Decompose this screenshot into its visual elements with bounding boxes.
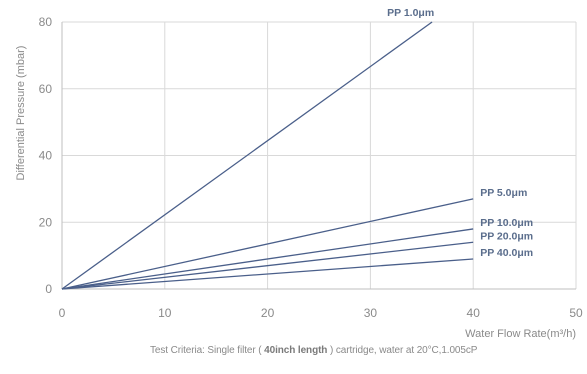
series-label: PP 20.0μm: [480, 230, 533, 242]
series-label: PP 1.0μm: [387, 7, 434, 19]
series-line: [61, 258, 474, 290]
x-tick-label: 10: [158, 306, 172, 320]
grid: [61, 21, 577, 290]
series-label: PP 10.0μm: [480, 217, 533, 229]
criteria-suffix: ) cartridge, water at 20°C,1.005cP: [327, 345, 478, 356]
x-tick-label: 0: [59, 306, 66, 320]
y-tick-label: 40: [39, 149, 53, 163]
x-axis-label: Water Flow Rate(m³/h): [465, 328, 576, 340]
x-tick-label: 30: [364, 306, 378, 320]
criteria-prefix: Test Criteria: Single filter (: [150, 345, 265, 356]
y-axis-label: Differential Pressure (mbar): [15, 46, 27, 181]
series-line: [61, 198, 474, 290]
series-lines: [61, 21, 474, 290]
criteria-bold: 40inch length: [264, 345, 328, 356]
series-line: [61, 228, 474, 290]
y-tick-label: 20: [39, 215, 53, 229]
y-tick-label: 80: [39, 15, 53, 29]
x-tick-label: 40: [467, 306, 481, 320]
series-label: PP 40.0μm: [480, 247, 533, 259]
x-tick-label: 50: [569, 306, 583, 320]
tick-labels: 0 10 20 30 40 50 0 20 40 60 80: [39, 15, 583, 320]
series-line: [61, 21, 433, 290]
series-label: PP 5.0μm: [480, 187, 527, 199]
y-tick-label: 0: [45, 282, 52, 296]
test-criteria-note: Test Criteria: Single filter ( 40inch le…: [150, 345, 580, 356]
y-tick-label: 60: [39, 82, 53, 96]
x-tick-label: 20: [261, 306, 275, 320]
series-line: [61, 241, 474, 290]
